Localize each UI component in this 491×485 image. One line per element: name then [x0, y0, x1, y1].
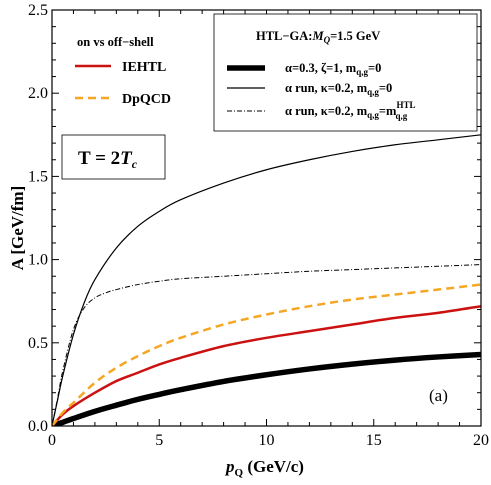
- legend-htl-ga: HTL−GA:MQ=1.5 GeV α=0.3, ζ=1, mq,g=0 α r…: [213, 13, 478, 132]
- series-thick-alpha03: [52, 351, 481, 426]
- axis-layer: 0 5 10 15 20 0.0 0.5 1.0 1.5 2.0 2.5: [28, 2, 489, 449]
- y-axis-title: A [GeV/fm]: [8, 186, 27, 271]
- legend-thin-post: =0: [379, 81, 392, 95]
- x-tick-label: 5: [155, 432, 163, 449]
- legend-thin-label: α run, κ=0.2, mq,g=0: [285, 81, 392, 97]
- x-axis-title-var: p: [224, 457, 235, 476]
- x-axis-title-unit: (GeV/c): [243, 457, 304, 476]
- series-dashdot-alpha-run-htl: [52, 264, 481, 426]
- x-tick-label: 10: [259, 432, 275, 449]
- x-axis-title: pQ (GeV/c): [224, 457, 304, 479]
- legend-ieHTL-label: IEHTL: [122, 60, 166, 75]
- legend-dashdot-sup: HTL: [396, 100, 415, 110]
- x-tick-label: 15: [366, 432, 382, 449]
- legend-dashdot-post: =m: [379, 104, 397, 118]
- legend-dashdot-sub: q,g: [367, 110, 379, 120]
- legend-right-title-var: M: [311, 29, 324, 43]
- legend-thick-text: α=0.3, ζ=1, m: [285, 61, 357, 75]
- temperature-label: T = 2Tc: [78, 148, 138, 171]
- temperature-main: T = 2: [78, 148, 120, 169]
- series-ieHTL: [52, 304, 481, 426]
- temperature-var: T: [120, 148, 133, 169]
- x-tick-label: 0: [48, 432, 56, 449]
- y-tick-label: 2.0: [28, 85, 48, 102]
- legend-right-title-sub: Q: [324, 35, 331, 45]
- panel-label: (a): [429, 386, 448, 405]
- legend-thick-post: =0: [368, 61, 381, 75]
- legend-on-off-shell: on vs off−shell IEHTL DpQCD: [75, 35, 171, 107]
- temperature-box: T = 2Tc: [61, 134, 166, 180]
- legend-thin-sub: q,g: [367, 87, 379, 97]
- series-layer: [52, 134, 481, 426]
- legend-right-title: HTL−GA:MQ=1.5 GeV: [256, 29, 380, 45]
- y-tick-label: 2.5: [28, 2, 48, 19]
- legend-right-title-post: =1.5 GeV: [330, 29, 380, 43]
- series-dpqcd: [52, 283, 481, 426]
- x-axis-title-sub: Q: [235, 467, 244, 479]
- legend-right-title-pre: HTL−GA:: [256, 29, 312, 43]
- legend-dashdot-text: α run, κ=0.2, m: [285, 104, 368, 118]
- legend-left-title: on vs off−shell: [77, 35, 154, 49]
- legend-thick-sub: q,g: [356, 67, 368, 77]
- legend-dashdot-sub2: q,g: [395, 111, 407, 121]
- x-tick-label: 20: [473, 432, 489, 449]
- y-tick-label: 0.5: [28, 335, 48, 352]
- y-tick-label: 1.0: [28, 252, 48, 269]
- y-tick-label: 0.0: [28, 418, 48, 435]
- y-tick-label: 1.5: [28, 168, 48, 185]
- legend-dpqcd-label: DpQCD: [122, 92, 171, 107]
- legend-thin-text: α run, κ=0.2, m: [285, 81, 368, 95]
- legend-dashdot-label: α run, κ=0.2, mq,g=mHTL q,g: [285, 100, 415, 121]
- legend-thick-label: α=0.3, ζ=1, mq,g=0: [285, 61, 381, 77]
- temperature-frame: [61, 134, 166, 180]
- temperature-sub: c: [132, 157, 138, 171]
- series-thin-alpha-run: [52, 134, 481, 426]
